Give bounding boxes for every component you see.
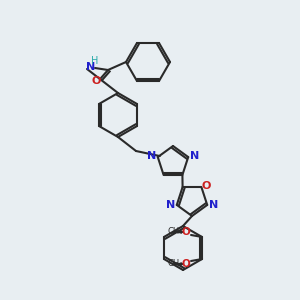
- Text: N: N: [166, 200, 176, 210]
- Text: O: O: [91, 76, 101, 86]
- Text: N: N: [86, 62, 96, 72]
- Text: H: H: [91, 56, 99, 66]
- Text: O: O: [182, 227, 190, 237]
- Text: CH₃: CH₃: [167, 259, 183, 268]
- Text: O: O: [202, 181, 211, 191]
- Text: O: O: [182, 259, 190, 269]
- Text: N: N: [190, 151, 199, 161]
- Text: N: N: [208, 200, 218, 210]
- Text: N: N: [147, 151, 156, 161]
- Text: CH₃: CH₃: [167, 226, 183, 236]
